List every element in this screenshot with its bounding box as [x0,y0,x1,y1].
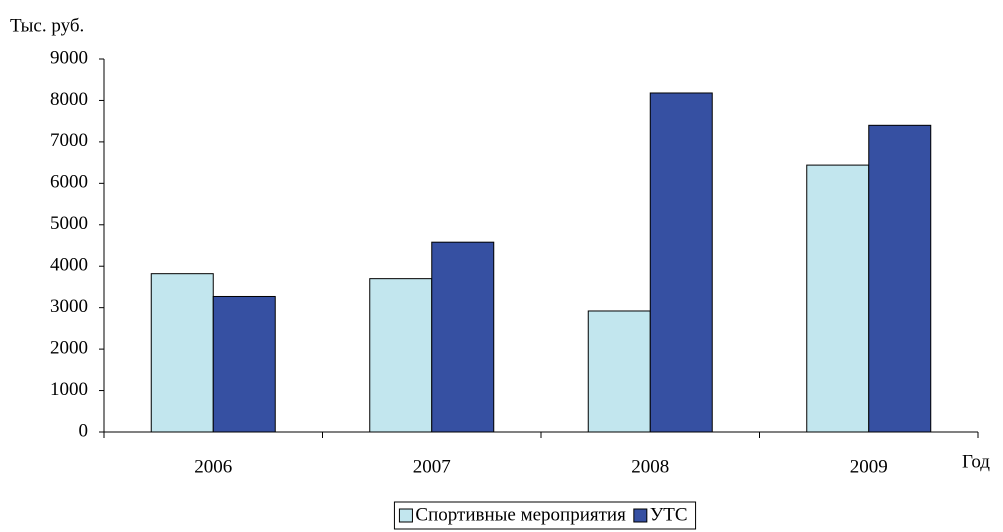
y-tick-label: 9000 [50,47,88,68]
bar [587,310,651,433]
bar [649,92,713,433]
y-tick-label: 1000 [50,379,88,400]
bar [868,124,932,433]
x-tick-label: 2008 [631,456,669,477]
bar [150,273,214,433]
y-tick-label: 5000 [50,213,88,234]
bar [369,278,433,433]
y-tick-label: 2000 [50,337,88,358]
legend-label: УТС [650,504,688,525]
y-tick-label: 7000 [50,130,88,151]
bar [431,241,495,433]
legend-swatch [633,508,648,523]
y-tick-label: 0 [79,420,89,441]
legend-label: Спортивные мероприятия [415,504,626,525]
legend-box [393,501,697,530]
x-tick-label: 2006 [194,456,232,477]
y-tick-label: 3000 [50,296,88,317]
x-tick-label: 2007 [413,456,451,477]
y-tick-label: 8000 [50,89,88,110]
y-tick-label: 6000 [50,172,88,193]
y-axis-label: Тыс. руб. [10,15,84,36]
bar [806,164,870,433]
x-tick-label: 2009 [850,456,888,477]
x-axis-label: Год [962,451,990,472]
bar [212,295,276,433]
y-tick-label: 4000 [50,255,88,276]
legend-swatch [398,508,413,523]
